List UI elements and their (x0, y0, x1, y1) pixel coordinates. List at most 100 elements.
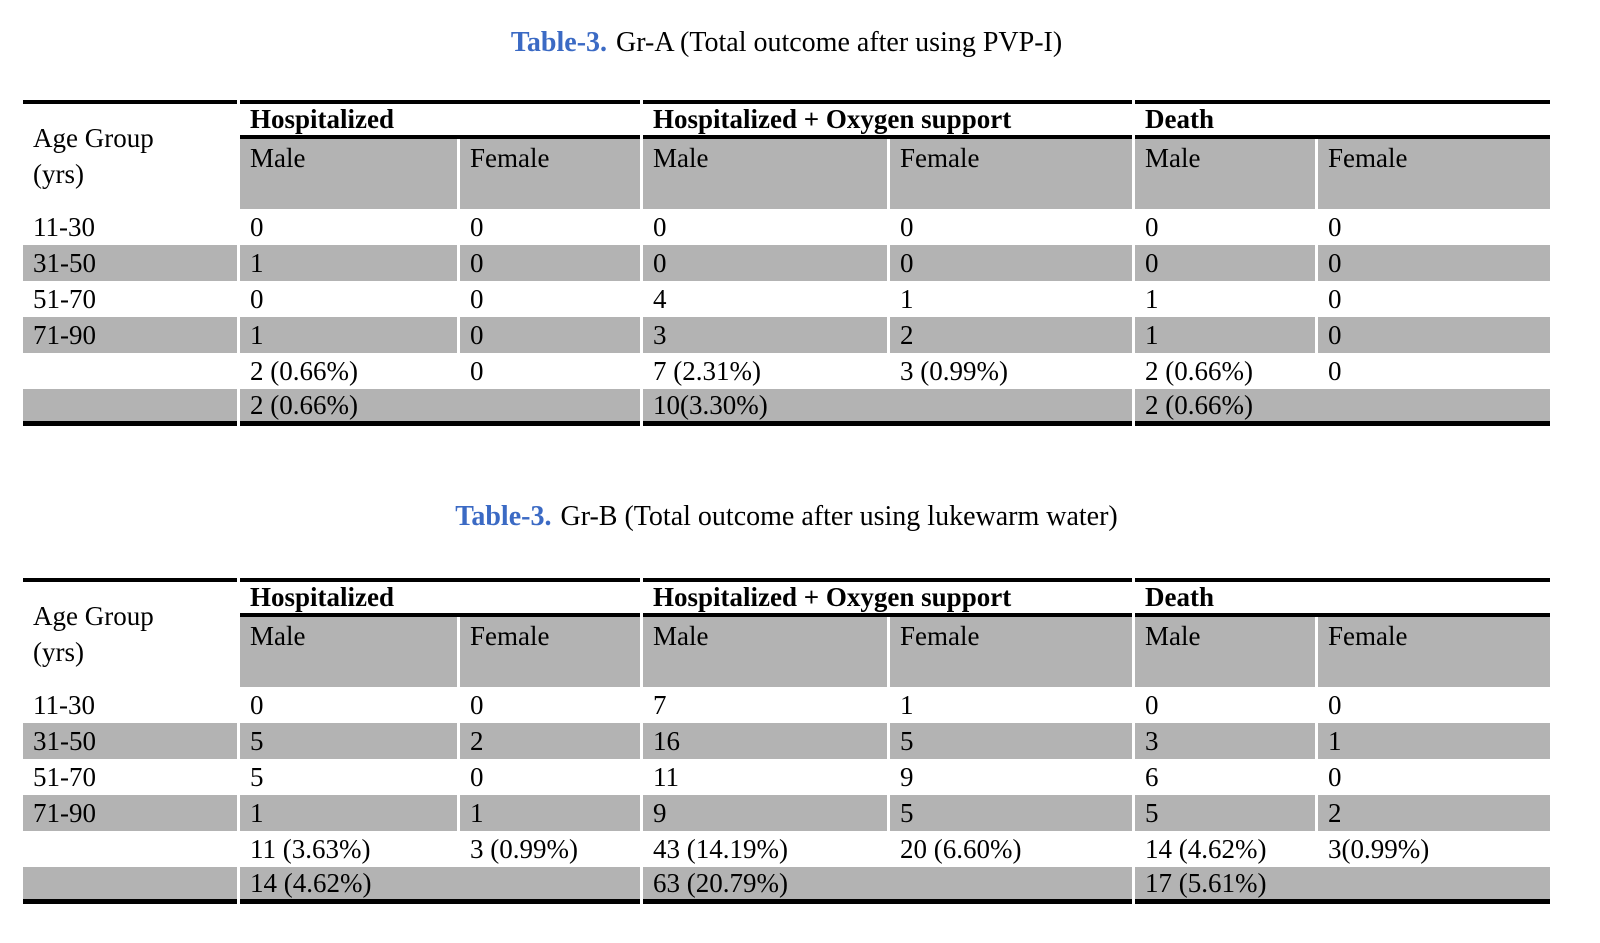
subtotal-cell: 2 (0.66%) (1135, 353, 1316, 390)
value-cell: 0 (460, 281, 641, 318)
table-row: 51-70 0 0 4 1 1 0 (23, 281, 1551, 318)
value-cell: 0 (1318, 687, 1551, 724)
subtotal-cell: 3 (0.99%) (890, 353, 1133, 390)
age-label: 11-30 (23, 687, 237, 724)
subtotal-cell: 11 (3.63%) (240, 831, 457, 868)
value-cell: 0 (1318, 759, 1551, 796)
value-cell: 3 (1135, 723, 1316, 760)
table-row: 11-30 0 0 0 0 0 0 (23, 209, 1551, 246)
value-cell: 0 (1318, 317, 1551, 354)
value-cell: 5 (890, 795, 1133, 832)
subtotal-row: 2 (0.66%) 0 7 (2.31%) 3 (0.99%) 2 (0.66%… (23, 353, 1551, 390)
subtotal-cell: 43 (14.19%) (643, 831, 888, 868)
table-a-title: Table-3. Gr-A (Total outcome after using … (20, 27, 1553, 59)
value-cell: 0 (1135, 245, 1316, 282)
value-cell: 1 (1135, 317, 1316, 354)
value-cell: 0 (460, 209, 641, 246)
age-group-header-line2: (yrs) (33, 636, 84, 667)
age-group-header-line2: (yrs) (33, 158, 84, 189)
sub-header-female: Female (890, 617, 1133, 688)
group-header-row: Age Group (yrs) Hospitalized Hospitalize… (23, 578, 1551, 688)
value-cell: 6 (1135, 759, 1316, 796)
sub-header-female: Female (460, 617, 641, 688)
age-label: 31-50 (23, 723, 237, 760)
table-row: 71-90 1 1 9 5 5 2 (23, 795, 1551, 832)
value-cell: 3 (643, 317, 888, 354)
group-header-oxygen-support: Hospitalized + Oxygen support (643, 100, 1133, 140)
table-a-title-text: Gr-A (Total outcome after using PVP-I) (616, 27, 1063, 58)
value-cell: 5 (240, 759, 457, 796)
subtotal-cell: 2 (0.66%) (240, 353, 457, 390)
age-label: 71-90 (23, 795, 237, 832)
subtotal-cell: 3 (0.99%) (460, 831, 641, 868)
outcome-table-gr-b: Age Group (yrs) Hospitalized Hospitalize… (20, 578, 1553, 905)
value-cell: 0 (240, 281, 457, 318)
table-b-title-text: Gr-B (Total outcome after using lukewarm… (560, 501, 1118, 532)
value-cell: 1 (460, 795, 641, 832)
value-cell: 1 (240, 245, 457, 282)
total-row: 14 (4.62%) 63 (20.79%) 17 (5.61%) (23, 867, 1551, 905)
empty-age-cell (23, 389, 237, 427)
age-label: 11-30 (23, 209, 237, 246)
age-label: 51-70 (23, 759, 237, 796)
group-header-death: Death (1135, 100, 1551, 140)
value-cell: 0 (460, 759, 641, 796)
value-cell: 9 (643, 795, 888, 832)
empty-age-cell (23, 831, 237, 868)
subtotal-cell: 14 (4.62%) (1135, 831, 1316, 868)
group-header-oxygen-support: Hospitalized + Oxygen support (643, 578, 1133, 618)
table-row: 31-50 1 0 0 0 0 0 (23, 245, 1551, 282)
sub-header-female: Female (1318, 139, 1551, 210)
group-header-hospitalized: Hospitalized (240, 100, 641, 140)
age-group-header-line1: Age Group (33, 601, 154, 632)
age-label: 31-50 (23, 245, 237, 282)
value-cell: 7 (643, 687, 888, 724)
table-row: 11-30 0 0 7 1 0 0 (23, 687, 1551, 724)
subtotal-cell: 3(0.99%) (1318, 831, 1551, 868)
group-header-row: Age Group (yrs) Hospitalized Hospitalize… (23, 100, 1551, 210)
value-cell: 0 (643, 245, 888, 282)
value-cell: 0 (460, 687, 641, 724)
subtotal-cell: 20 (6.60%) (890, 831, 1133, 868)
empty-age-cell (23, 867, 237, 905)
sub-header-row: Male Female Male Female Male Female (23, 139, 1551, 210)
value-cell: 0 (1135, 687, 1316, 724)
sub-header-male: Male (240, 139, 457, 210)
sub-header-male: Male (1135, 617, 1316, 688)
value-cell: 0 (460, 317, 641, 354)
total-cell-hospitalized: 2 (0.66%) (240, 389, 641, 427)
value-cell: 11 (643, 759, 888, 796)
age-label: 51-70 (23, 281, 237, 318)
value-cell: 16 (643, 723, 888, 760)
value-cell: 0 (240, 687, 457, 724)
table-b-title: Table-3. Gr-B (Total outcome after using … (20, 501, 1553, 533)
value-cell: 0 (240, 209, 457, 246)
value-cell: 1 (890, 687, 1133, 724)
total-cell-death: 2 (0.66%) (1135, 389, 1551, 427)
group-header-hospitalized: Hospitalized (240, 578, 641, 618)
table-a-title-label: Table-3. (510, 27, 608, 58)
value-cell: 0 (643, 209, 888, 246)
value-cell: 0 (890, 209, 1133, 246)
value-cell: 2 (1318, 795, 1551, 832)
total-cell-oxygen-support: 63 (20.79%) (643, 867, 1133, 905)
value-cell: 0 (1135, 209, 1316, 246)
value-cell: 1 (1135, 281, 1316, 318)
subtotal-cell: 0 (1318, 353, 1551, 390)
outcome-table-gr-a: Age Group (yrs) Hospitalized Hospitalize… (20, 100, 1553, 427)
sub-header-female: Female (890, 139, 1133, 210)
value-cell: 0 (890, 245, 1133, 282)
age-label: 71-90 (23, 317, 237, 354)
age-group-header: Age Group (yrs) (23, 578, 237, 688)
value-cell: 2 (460, 723, 641, 760)
age-group-header: Age Group (yrs) (23, 100, 237, 210)
subtotal-cell: 7 (2.31%) (643, 353, 888, 390)
value-cell: 1 (240, 317, 457, 354)
sub-header-female: Female (460, 139, 641, 210)
sub-header-male: Male (240, 617, 457, 688)
subtotal-cell: 0 (460, 353, 641, 390)
total-cell-hospitalized: 14 (4.62%) (240, 867, 641, 905)
sub-header-male: Male (643, 617, 888, 688)
value-cell: 0 (1318, 281, 1551, 318)
